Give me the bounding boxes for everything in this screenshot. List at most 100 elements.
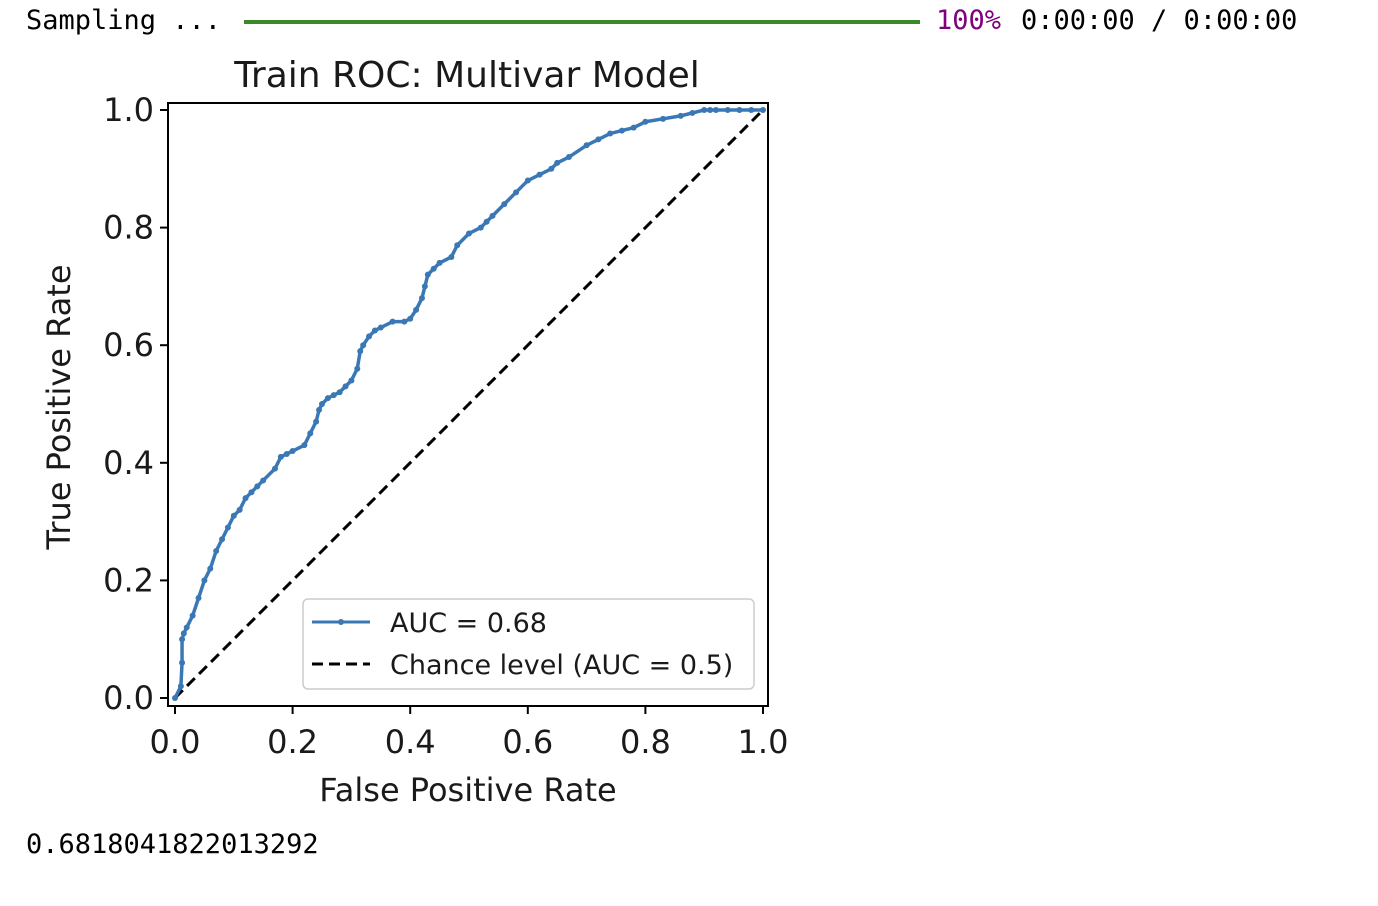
y-tick-label: 0.4 xyxy=(103,444,154,482)
x-tick-label: 0.6 xyxy=(502,723,553,761)
roc-point xyxy=(630,124,637,131)
roc-point xyxy=(179,636,186,643)
roc-point xyxy=(236,506,243,513)
progress-percent: 100% xyxy=(936,5,1002,36)
roc-point xyxy=(736,107,743,113)
roc-point xyxy=(177,683,184,690)
progress-line: Sampling ... 100% 0:00:00 / 0:00:00 xyxy=(26,4,1346,38)
x-tick-label: 0.2 xyxy=(267,723,318,761)
roc-point xyxy=(357,348,364,355)
roc-point xyxy=(183,624,190,631)
roc-point xyxy=(348,377,355,384)
roc-point xyxy=(513,189,520,196)
x-tick-label: 1.0 xyxy=(738,723,789,761)
roc-point xyxy=(271,465,278,472)
roc-point xyxy=(554,159,561,166)
roc-point xyxy=(301,442,308,449)
roc-point xyxy=(277,453,284,460)
roc-point xyxy=(407,315,414,322)
roc-point xyxy=(180,630,187,637)
roc-point xyxy=(565,154,572,161)
roc-point xyxy=(595,136,602,143)
roc-point xyxy=(707,107,714,113)
roc-point xyxy=(677,112,684,119)
roc-point xyxy=(201,577,208,584)
chance-level-line xyxy=(173,108,765,700)
roc-point xyxy=(342,383,349,390)
roc-point xyxy=(260,477,267,484)
roc-point xyxy=(489,212,496,219)
roc-point xyxy=(377,324,384,331)
axes-frame-rect xyxy=(167,102,769,707)
roc-point xyxy=(448,254,455,260)
x-axis-label: False Positive Rate xyxy=(319,771,616,809)
roc-point xyxy=(354,365,361,372)
roc-point xyxy=(701,107,708,113)
roc-point xyxy=(430,265,437,272)
roc-point xyxy=(179,659,186,666)
roc-point xyxy=(242,495,249,502)
y-axis-label: True Positive Rate xyxy=(40,264,78,550)
roc-point xyxy=(418,295,425,302)
plot-area xyxy=(172,107,766,701)
y-tick-label: 0.8 xyxy=(103,209,154,247)
legend-box xyxy=(302,598,755,690)
roc-point xyxy=(366,333,373,340)
roc-point xyxy=(524,177,531,184)
y-tick-label: 0.0 xyxy=(103,679,154,717)
roc-point xyxy=(466,230,472,237)
y-tick-label: 0.2 xyxy=(103,561,154,599)
legend-marker-auc xyxy=(338,619,344,625)
roc-point xyxy=(436,259,443,266)
roc-point xyxy=(172,695,178,701)
x-tick-label: 0.8 xyxy=(620,723,671,761)
roc-point xyxy=(283,450,290,457)
roc-point xyxy=(324,395,331,402)
roc-point xyxy=(689,109,696,116)
roc-point xyxy=(424,271,431,278)
roc-point xyxy=(389,318,396,325)
progress-fill xyxy=(244,20,920,24)
legend-label-auc: AUC = 0.68 xyxy=(390,608,547,639)
roc-point xyxy=(454,242,461,249)
roc-point xyxy=(748,107,755,113)
roc-point xyxy=(618,127,625,134)
y-tick-label: 1.0 xyxy=(103,91,154,129)
roc-point xyxy=(207,565,214,572)
roc-point xyxy=(477,224,484,231)
roc-point xyxy=(760,107,766,113)
legend: AUC = 0.68 Chance level (AUC = 0.5) xyxy=(302,598,755,690)
roc-point xyxy=(536,171,543,178)
roc-point xyxy=(230,512,237,519)
roc-point xyxy=(316,406,323,413)
roc-point xyxy=(660,115,667,122)
x-tick-label: 0.4 xyxy=(385,723,436,761)
roc-point xyxy=(413,306,420,313)
roc-point xyxy=(712,107,719,113)
y-tick-label: 0.6 xyxy=(103,326,154,364)
legend-label-chance: Chance level (AUC = 0.5) xyxy=(390,650,733,681)
progress-bar xyxy=(244,20,920,24)
roc-point xyxy=(248,489,255,496)
roc-point xyxy=(583,142,590,149)
x-axis-ticks: 0.0 0.2 0.4 0.6 0.8 1.0 xyxy=(150,706,789,761)
roc-point xyxy=(307,430,314,437)
roc-chart: Train ROC: Multivar Model 0.0 0.2 0.4 0.6 0.… xyxy=(40,55,789,809)
roc-point xyxy=(224,524,231,531)
output-value: 0.6818041822013292 xyxy=(26,829,319,860)
roc-point xyxy=(421,283,428,290)
roc-point xyxy=(548,165,555,172)
roc-point xyxy=(189,612,196,619)
roc-point xyxy=(313,418,320,425)
roc-point xyxy=(213,548,220,554)
roc-point xyxy=(607,130,614,137)
y-axis-ticks: 0.0 0.2 0.4 0.6 0.8 1.0 xyxy=(103,91,168,717)
roc-point xyxy=(219,536,226,543)
axes-frame xyxy=(167,102,769,707)
progress-time: 0:00:00 / 0:00:00 xyxy=(1021,5,1298,36)
roc-point xyxy=(289,448,296,455)
roc-point xyxy=(195,595,202,602)
roc-point xyxy=(401,318,408,325)
roc-point xyxy=(642,118,649,125)
roc-point xyxy=(330,392,337,399)
